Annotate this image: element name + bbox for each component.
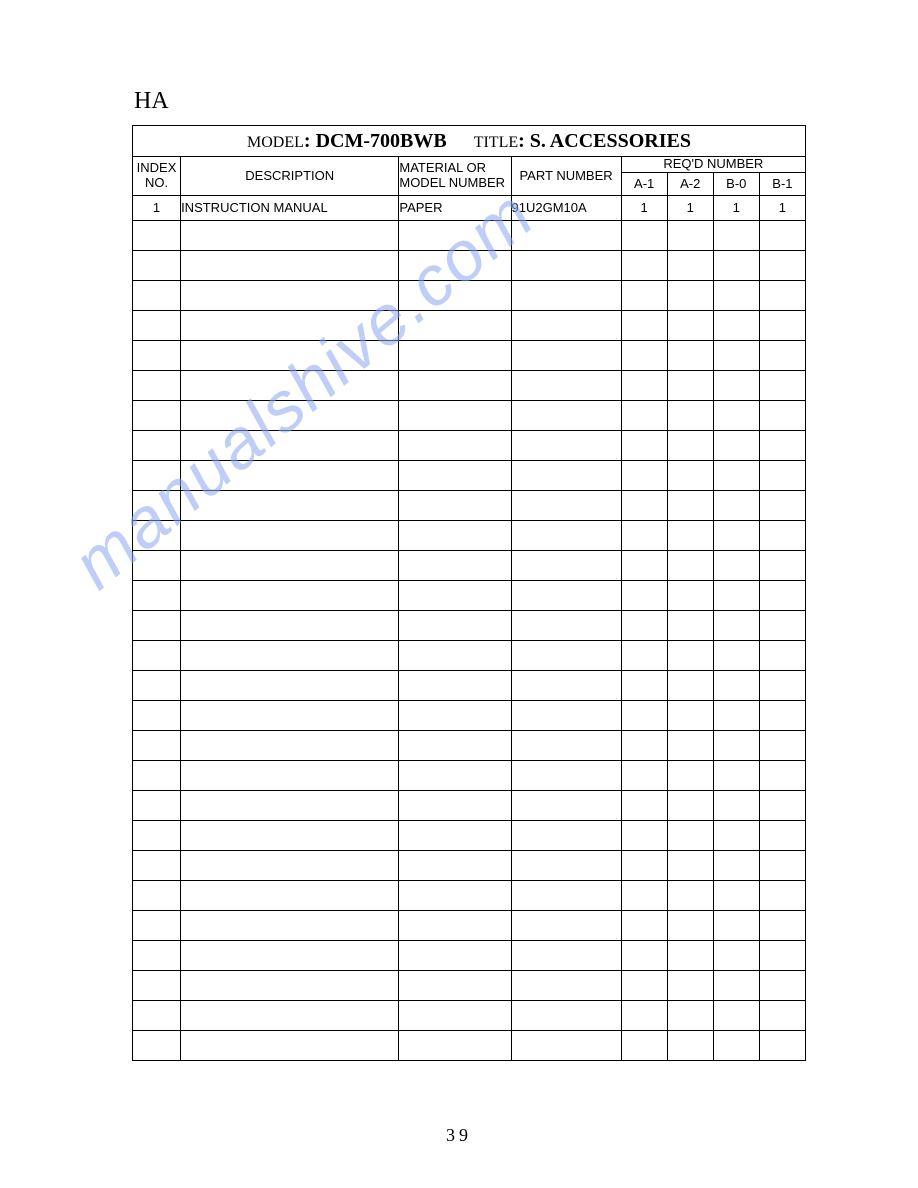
cell-r0: 1 <box>621 195 667 220</box>
table-row <box>133 820 806 850</box>
title-label: TITLE <box>474 134 518 151</box>
col-reqd: REQ'D NUMBER <box>621 157 805 173</box>
table-row <box>133 460 806 490</box>
table-row <box>133 490 806 520</box>
table-row <box>133 760 806 790</box>
table-row <box>133 970 806 1000</box>
table-row: 1INSTRUCTION MANUALPAPER91U2GM10A1111 <box>133 195 806 220</box>
table-row <box>133 370 806 400</box>
table-row <box>133 280 806 310</box>
col-part: PART NUMBER <box>511 157 621 196</box>
table-row <box>133 880 806 910</box>
table-row <box>133 610 806 640</box>
page-number: 39 <box>0 1125 918 1146</box>
table-row <box>133 640 806 670</box>
table-row <box>133 700 806 730</box>
table-row <box>133 400 806 430</box>
title-value: S. ACCESSORIES <box>530 130 691 152</box>
parts-table: MODEL: DCM-700BWB TITLE: S. ACCESSORIES … <box>132 125 806 1061</box>
table-row <box>133 1030 806 1060</box>
table-row <box>133 850 806 880</box>
col-b1: B-1 <box>759 172 805 195</box>
col-a2: A-2 <box>667 172 713 195</box>
table-row <box>133 340 806 370</box>
col-material: MATERIAL OR MODEL NUMBER <box>399 157 511 196</box>
header-row-1: INDEX NO. DESCRIPTION MATERIAL OR MODEL … <box>133 157 806 173</box>
table-row <box>133 940 806 970</box>
table-row <box>133 910 806 940</box>
table-row <box>133 790 806 820</box>
cell-part: 91U2GM10A <box>511 195 621 220</box>
cell-r1: 1 <box>667 195 713 220</box>
col-a1: A-1 <box>621 172 667 195</box>
col-description: DESCRIPTION <box>181 157 399 196</box>
model-label: MODEL <box>247 134 304 151</box>
col-index: INDEX NO. <box>133 157 181 196</box>
table-row <box>133 580 806 610</box>
table-row <box>133 550 806 580</box>
table-row <box>133 250 806 280</box>
cell-r2: 1 <box>713 195 759 220</box>
table-row <box>133 1000 806 1030</box>
title-row: MODEL: DCM-700BWB TITLE: S. ACCESSORIES <box>133 126 806 157</box>
model-value: DCM-700BWB <box>316 130 447 152</box>
cell-description: INSTRUCTION MANUAL <box>181 195 399 220</box>
table-row <box>133 520 806 550</box>
cell-material: PAPER <box>399 195 511 220</box>
table-row <box>133 310 806 340</box>
cell-r3: 1 <box>759 195 805 220</box>
table-row <box>133 670 806 700</box>
table-row <box>133 430 806 460</box>
table-row <box>133 730 806 760</box>
col-b0: B-0 <box>713 172 759 195</box>
cell-index: 1 <box>133 195 181 220</box>
table-row <box>133 220 806 250</box>
page: HA manualshive.com MODEL: DCM-700BWB TIT… <box>0 0 918 1188</box>
corner-label: HA <box>134 88 818 115</box>
